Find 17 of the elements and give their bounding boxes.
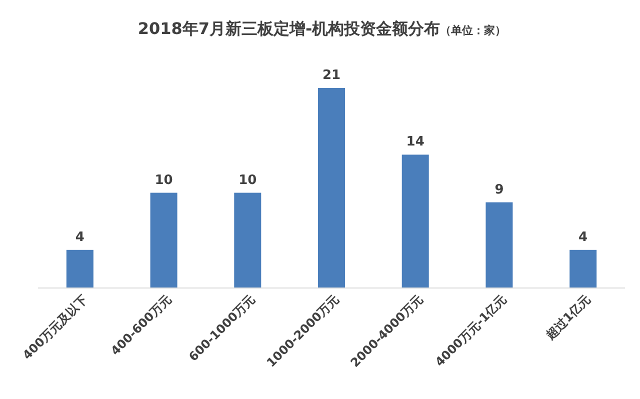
data-label: 10 (154, 172, 173, 188)
data-label: 9 (494, 182, 504, 198)
bar (486, 202, 513, 288)
data-label: 14 (406, 134, 424, 150)
chart-subtitle: （单位：家） (440, 24, 506, 37)
bar (234, 192, 262, 288)
bar (66, 250, 94, 288)
data-label: 10 (238, 172, 257, 188)
bar (318, 88, 345, 288)
data-label: 4 (75, 230, 84, 245)
x-tick-label: 超过1亿元 (542, 292, 594, 343)
bar (570, 250, 597, 288)
bar (150, 192, 178, 288)
data-label: 4 (578, 230, 588, 245)
bar (402, 154, 429, 288)
chart-title: 2018年7月新三板定增-机构投资金额分布 (138, 19, 440, 38)
data-label: 21 (322, 68, 341, 83)
